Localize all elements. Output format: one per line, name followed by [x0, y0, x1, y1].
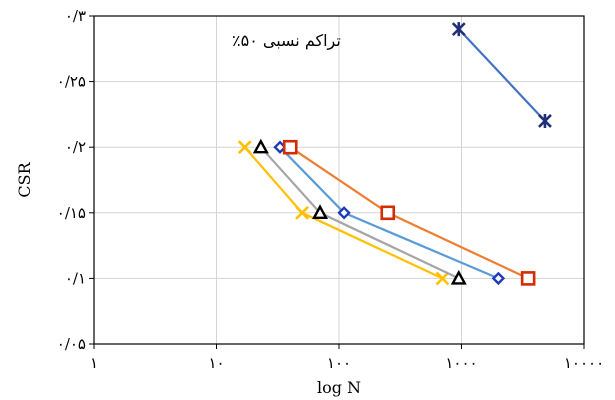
x-tick-label: ۱: [90, 354, 98, 372]
ticks: ۱ ۱۰ ۱۰۰ ۱۰۰۰ ۱۰۰۰۰ ۰/۰۵ ۰/۱ ۰/۱۵ ۰/۲ ۰/۲۵ ۰/۳: [57, 7, 604, 372]
x-tick-label: ۱۰۰۰۰: [564, 354, 604, 372]
x-tick-label: ۱۰: [208, 354, 224, 372]
star-marker: [538, 113, 552, 128]
series-diamond: [273, 140, 506, 286]
y-tick-label: ۰/۳: [65, 7, 86, 25]
square-marker: [282, 139, 298, 155]
x-marker: [237, 140, 252, 155]
square-marker: [380, 205, 396, 221]
series-layer: [237, 22, 552, 286]
y-axis-title: CSR: [15, 161, 34, 197]
x-axis-title: log N: [317, 378, 361, 397]
y-tick-label: ۰/۱۵: [57, 204, 86, 222]
annotation: تراکم نسبی ۵۰٪: [232, 31, 341, 51]
series-line: [457, 28, 546, 122]
x-tick-label: ۱۰۰۰: [445, 354, 477, 372]
series-triangle: [252, 138, 467, 285]
series-star: [451, 22, 552, 128]
triangle-marker: [450, 269, 467, 285]
triangle-marker: [252, 138, 269, 154]
diamond-marker: [337, 206, 351, 220]
y-tick-label: ۰/۲: [65, 138, 86, 156]
x-marker: [295, 205, 310, 220]
star-marker: [451, 22, 466, 37]
series-square: [282, 139, 536, 286]
y-tick-label: ۰/۲۵: [57, 73, 86, 91]
square-marker: [520, 271, 536, 286]
diamond-marker: [491, 271, 506, 286]
y-tick-label: ۰/۱: [65, 269, 86, 287]
triangle-marker: [312, 204, 329, 219]
series-x: [237, 140, 450, 286]
y-tick-label: ۰/۰۵: [57, 335, 86, 353]
x-tick-label: ۱۰۰: [327, 354, 351, 372]
x-marker: [435, 271, 450, 286]
